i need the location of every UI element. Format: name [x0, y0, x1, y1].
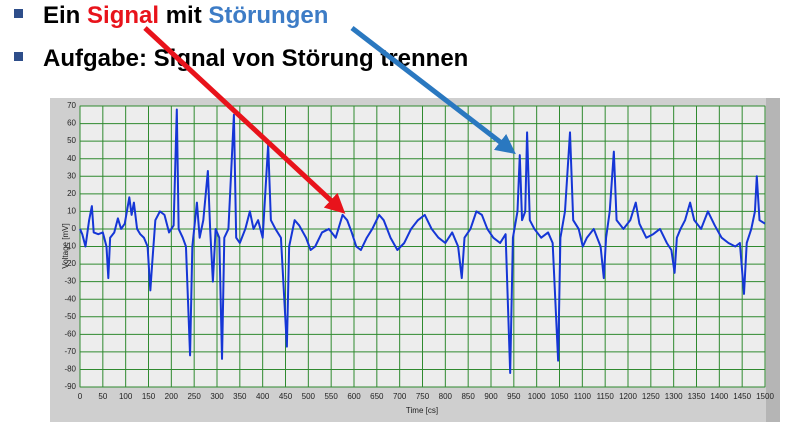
y-axis-label: Voltage [mV] — [61, 223, 70, 268]
x-tick-label: 1200 — [619, 392, 637, 401]
text: mit — [159, 2, 209, 29]
y-tick-label: -30 — [64, 277, 76, 286]
signal-line — [79, 108, 766, 374]
x-tick-label: 450 — [279, 392, 293, 401]
x-axis-label: Time [cs] — [406, 406, 438, 415]
y-tick-label: -60 — [64, 329, 76, 338]
y-tick-label: -10 — [64, 242, 76, 251]
x-tick-label: 1350 — [688, 392, 706, 401]
y-tick-label: -70 — [64, 347, 76, 356]
frame-edge — [766, 98, 780, 422]
y-tick-label: -90 — [64, 382, 76, 391]
x-tick-label: 850 — [461, 392, 475, 401]
y-tick-label: 60 — [67, 119, 76, 128]
y-tick-label: 30 — [67, 171, 76, 180]
x-tick-label: 1300 — [665, 392, 683, 401]
bullet: Ein Signal mit Störungen — [14, 2, 328, 30]
x-tick-label: 200 — [165, 392, 179, 401]
x-tick-label: 800 — [439, 392, 453, 401]
y-tick-label: -20 — [64, 259, 76, 268]
text: Ein — [43, 2, 88, 29]
x-tick-label: 950 — [507, 392, 521, 401]
x-tick-label: 750 — [416, 392, 430, 401]
y-tick-label: 40 — [67, 154, 76, 163]
x-tick-label: 900 — [484, 392, 498, 401]
y-tick-label: -50 — [64, 312, 76, 321]
x-tick-label: 1250 — [642, 392, 660, 401]
y-tick-label: 20 — [67, 189, 76, 198]
x-tick-label: 100 — [119, 392, 133, 401]
x-tick-label: 550 — [324, 392, 338, 401]
x-tick-label: 1150 — [597, 392, 615, 401]
x-tick-label: 700 — [393, 392, 407, 401]
x-tick-label: 1500 — [756, 392, 774, 401]
x-tick-label: 1450 — [733, 392, 751, 401]
x-tick-label: 150 — [142, 392, 156, 401]
x-tick-label: 1400 — [710, 392, 728, 401]
x-tick-label: 350 — [233, 392, 247, 401]
x-tick-label: 1000 — [528, 392, 546, 401]
text: Störungen — [208, 2, 329, 29]
x-tick-label: 600 — [347, 392, 361, 401]
text: Signal — [87, 2, 160, 29]
y-tick-label: -80 — [64, 365, 76, 374]
x-tick-label: 400 — [256, 392, 270, 401]
x-tick-label: 300 — [210, 392, 224, 401]
x-tick-label: 1050 — [551, 392, 569, 401]
x-tick-label: 1100 — [574, 392, 592, 401]
x-tick-label: 250 — [187, 392, 201, 401]
y-tick-label: 70 — [67, 101, 76, 110]
x-tick-label: 500 — [302, 392, 316, 401]
x-tick-label: 0 — [78, 392, 83, 401]
y-tick-label: 0 — [72, 224, 77, 233]
x-tick-label: 650 — [370, 392, 384, 401]
x-tick-label: 50 — [98, 392, 107, 401]
y-tick-label: 50 — [67, 136, 76, 145]
y-tick-label: 10 — [67, 206, 76, 215]
y-tick-label: -40 — [64, 294, 76, 303]
